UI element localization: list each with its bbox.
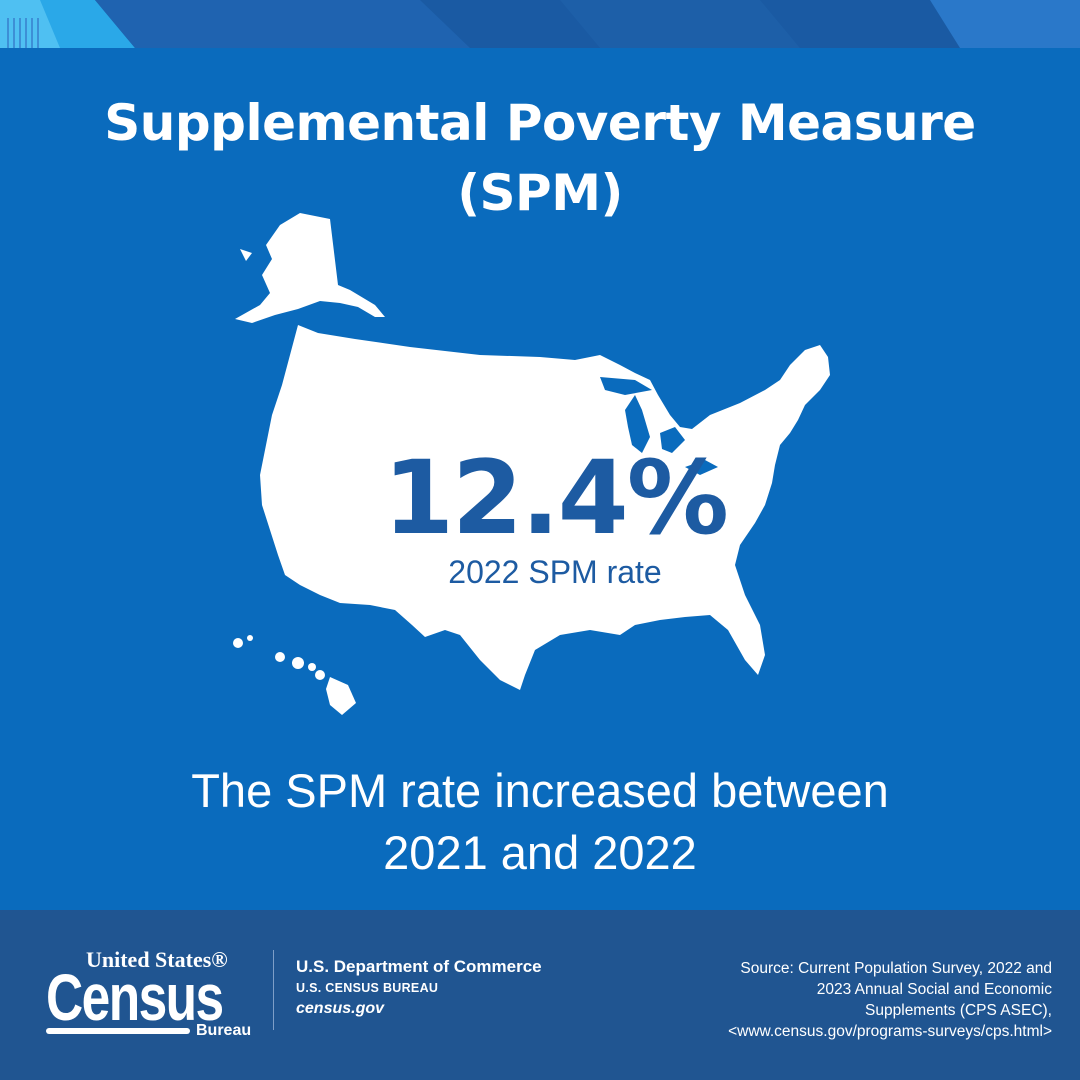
website-link[interactable]: census.gov xyxy=(296,1000,385,1017)
source-line-1: Source: Current Population Survey, 2022 … xyxy=(740,960,1052,977)
census-bureau-logo: United States® Census Bureau xyxy=(46,948,256,1044)
footer: United States® Census Bureau U.S. Depart… xyxy=(0,910,1080,1080)
top-decorative-band xyxy=(0,0,1080,48)
bureau-name: U.S. CENSUS BUREAU xyxy=(296,981,439,995)
source-line-4: <www.census.gov/programs-surveys/cps.htm… xyxy=(728,1023,1052,1040)
page-title: Supplemental Poverty Measure (SPM) xyxy=(40,88,1040,228)
spm-rate-label: 2022 SPM rate xyxy=(448,554,662,590)
united-states-map-icon xyxy=(233,213,830,715)
footer-divider xyxy=(273,950,274,1030)
logo-census-text: Census xyxy=(46,960,224,1034)
logo-united-states-text: United States® xyxy=(86,947,228,972)
logo-underline xyxy=(46,1028,190,1034)
source-line-3: Supplements (CPS ASEC), xyxy=(865,1002,1052,1019)
title-line-1: Supplemental Poverty Measure xyxy=(104,94,976,152)
department-name: U.S. Department of Commerce xyxy=(296,957,542,976)
spm-rate-value: 12.4% xyxy=(383,439,729,558)
logo-bureau-text: Bureau xyxy=(196,1022,252,1039)
key-finding-line-1: The SPM rate increased between xyxy=(191,764,889,817)
source-citation: Source: Current Population Survey, 2022 … xyxy=(612,958,1052,1042)
title-line-2: (SPM) xyxy=(457,164,623,222)
source-line-2: 2023 Annual Social and Economic xyxy=(816,981,1052,998)
department-info: U.S. Department of Commerce U.S. CENSUS … xyxy=(296,956,542,1020)
key-finding-text: The SPM rate increased between 2021 and … xyxy=(60,760,1020,884)
key-finding-line-2: 2021 and 2022 xyxy=(383,826,697,879)
